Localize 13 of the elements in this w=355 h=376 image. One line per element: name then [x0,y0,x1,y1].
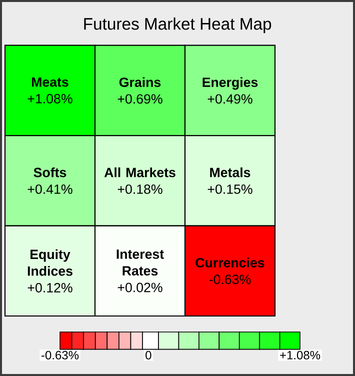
data-label: Softs +0.41% [28,167,72,194]
data-label: Equity Indices +0.12% [28,249,72,292]
data-label: Meats +1.08% [28,77,72,104]
data-label: Metals +0.15% [208,167,252,194]
color-bar-label: 0 [146,350,152,360]
data-label: All Markets +0.18% [104,167,176,194]
color-bar-label: -0.63% [42,350,79,360]
data-label: Energies +0.49% [202,77,258,104]
data-label: Grains +0.69% [118,77,162,104]
color-bar-label: +1.08% [280,350,320,360]
chart-title: Futures Market Heat Map [84,18,272,34]
data-label: Currencies -0.63% [196,258,264,284]
data-label: Interest Rates +0.02% [116,250,164,292]
